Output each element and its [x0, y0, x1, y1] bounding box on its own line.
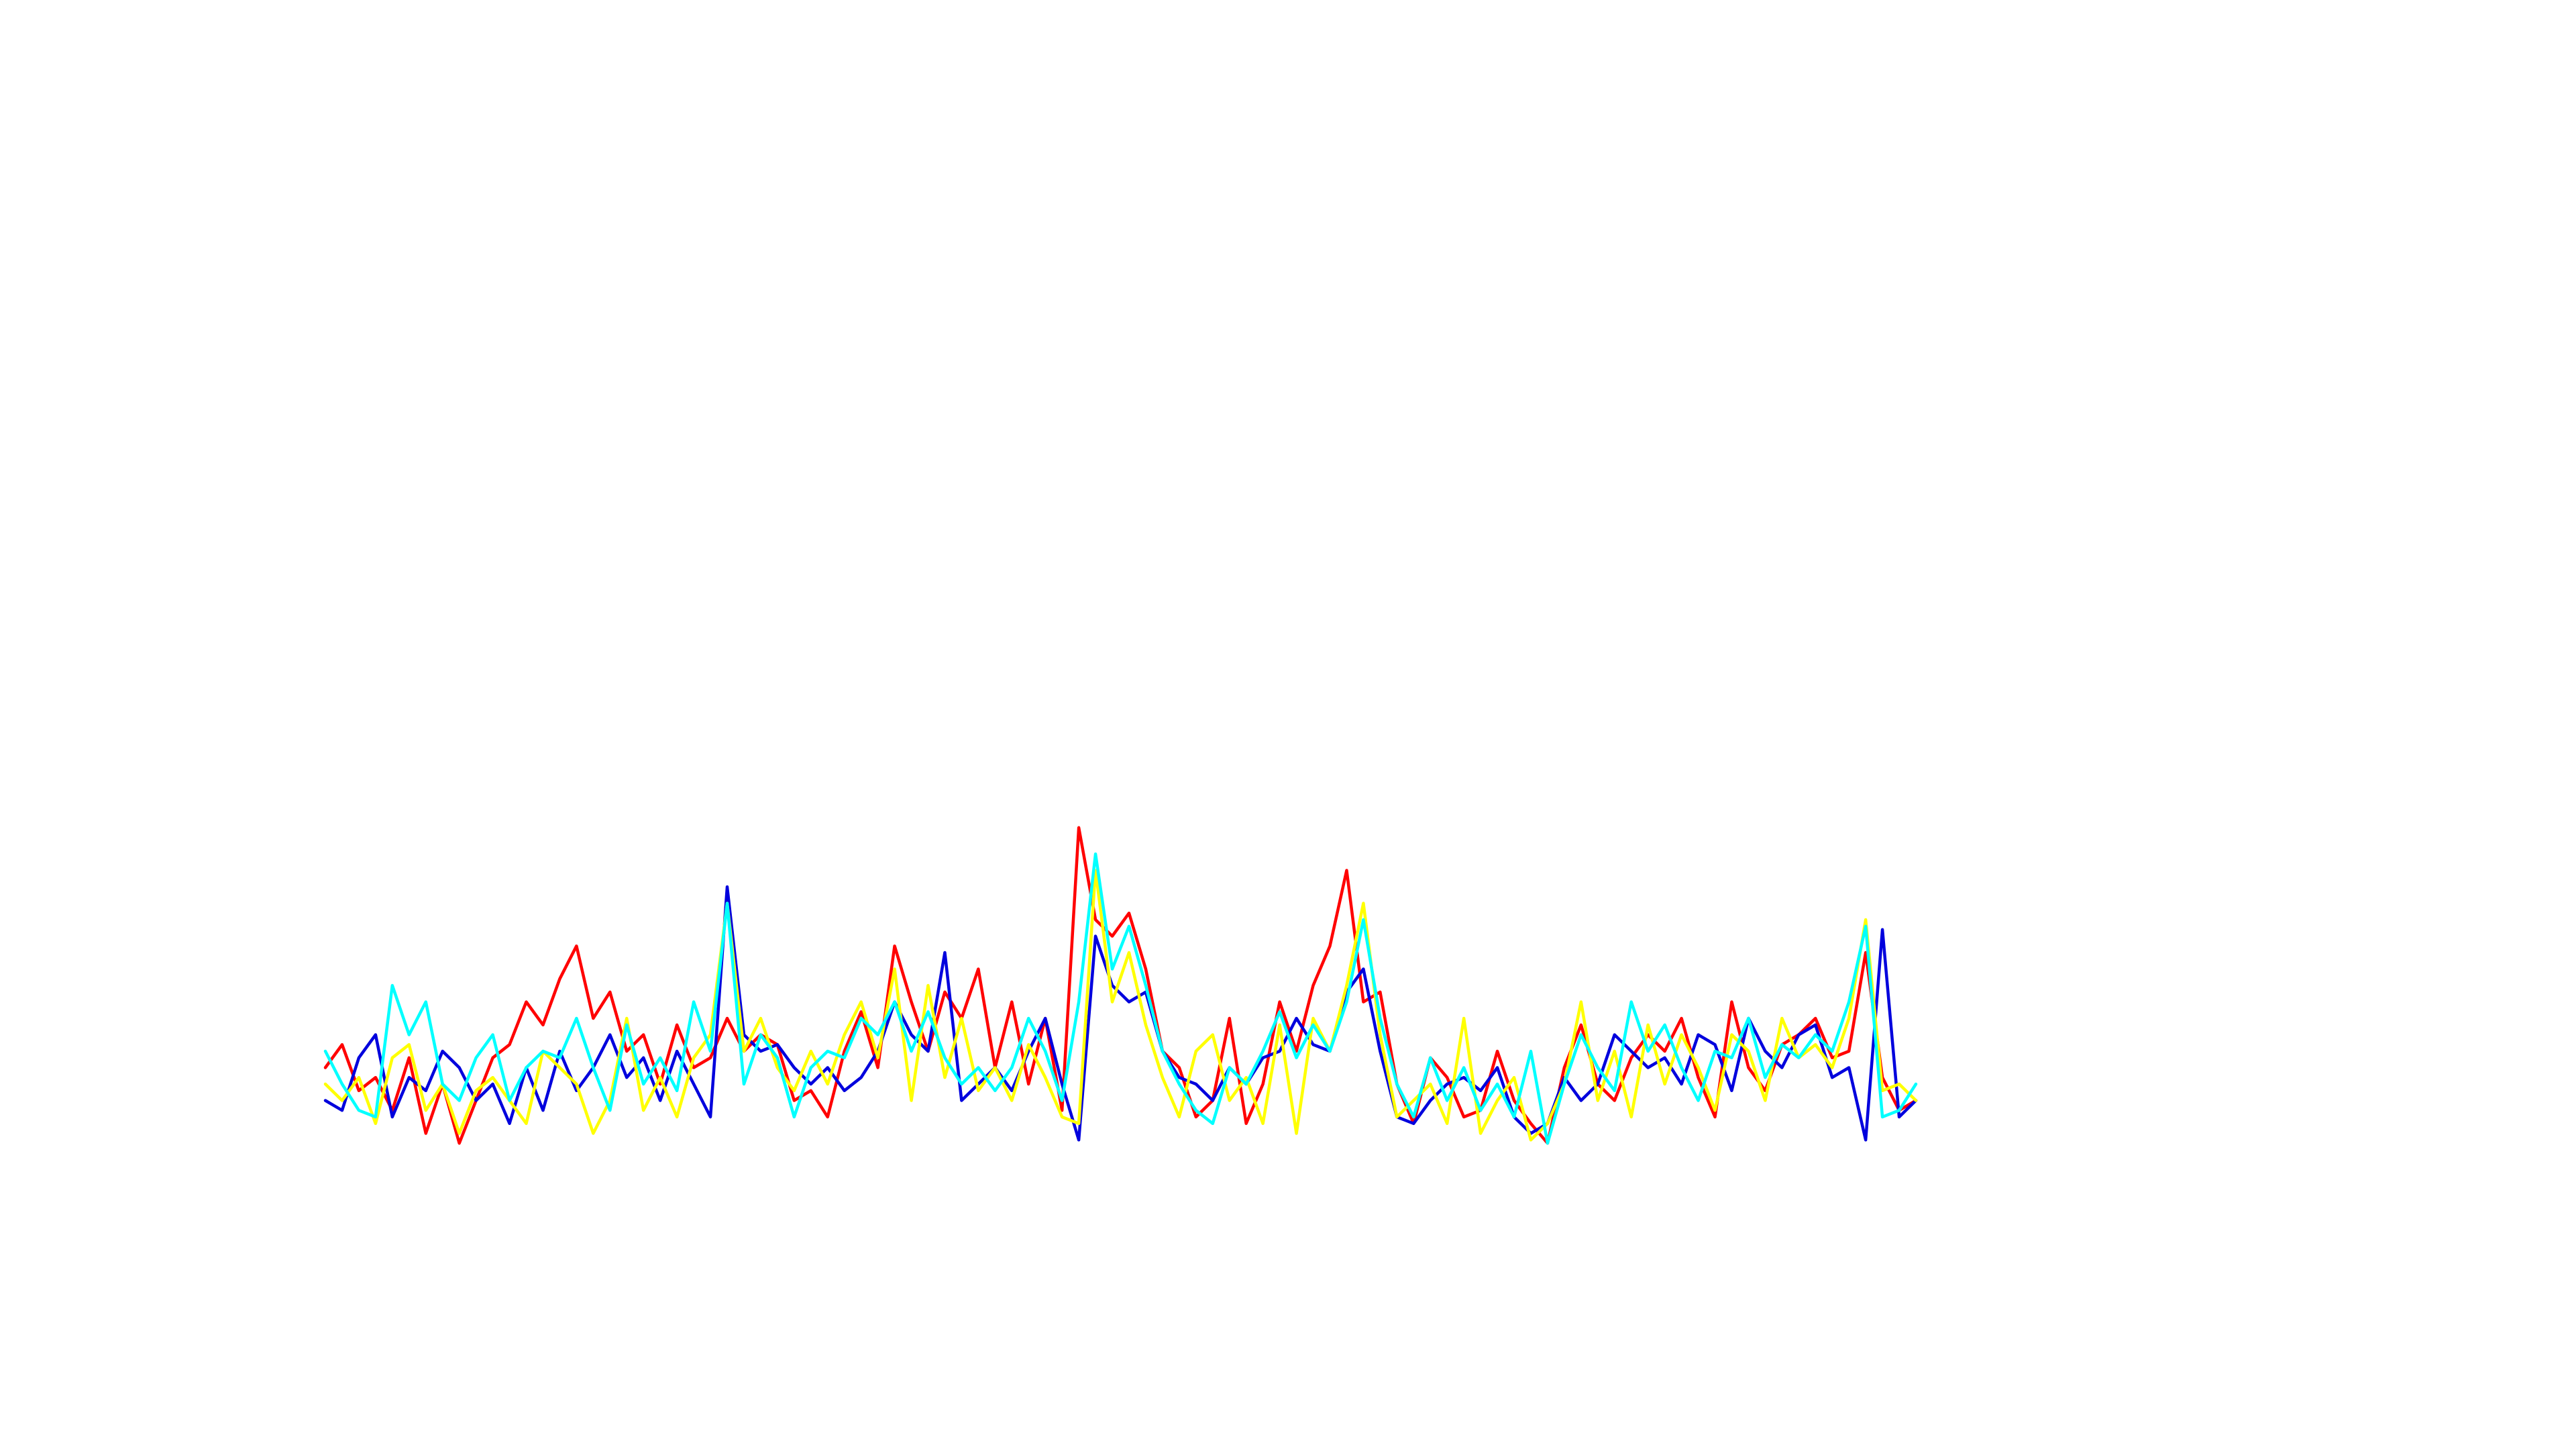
- data-line: [323, 826, 1918, 1145]
- data-line: [323, 869, 1918, 1142]
- data-line: [323, 852, 1918, 1145]
- data-line: [323, 885, 1918, 1142]
